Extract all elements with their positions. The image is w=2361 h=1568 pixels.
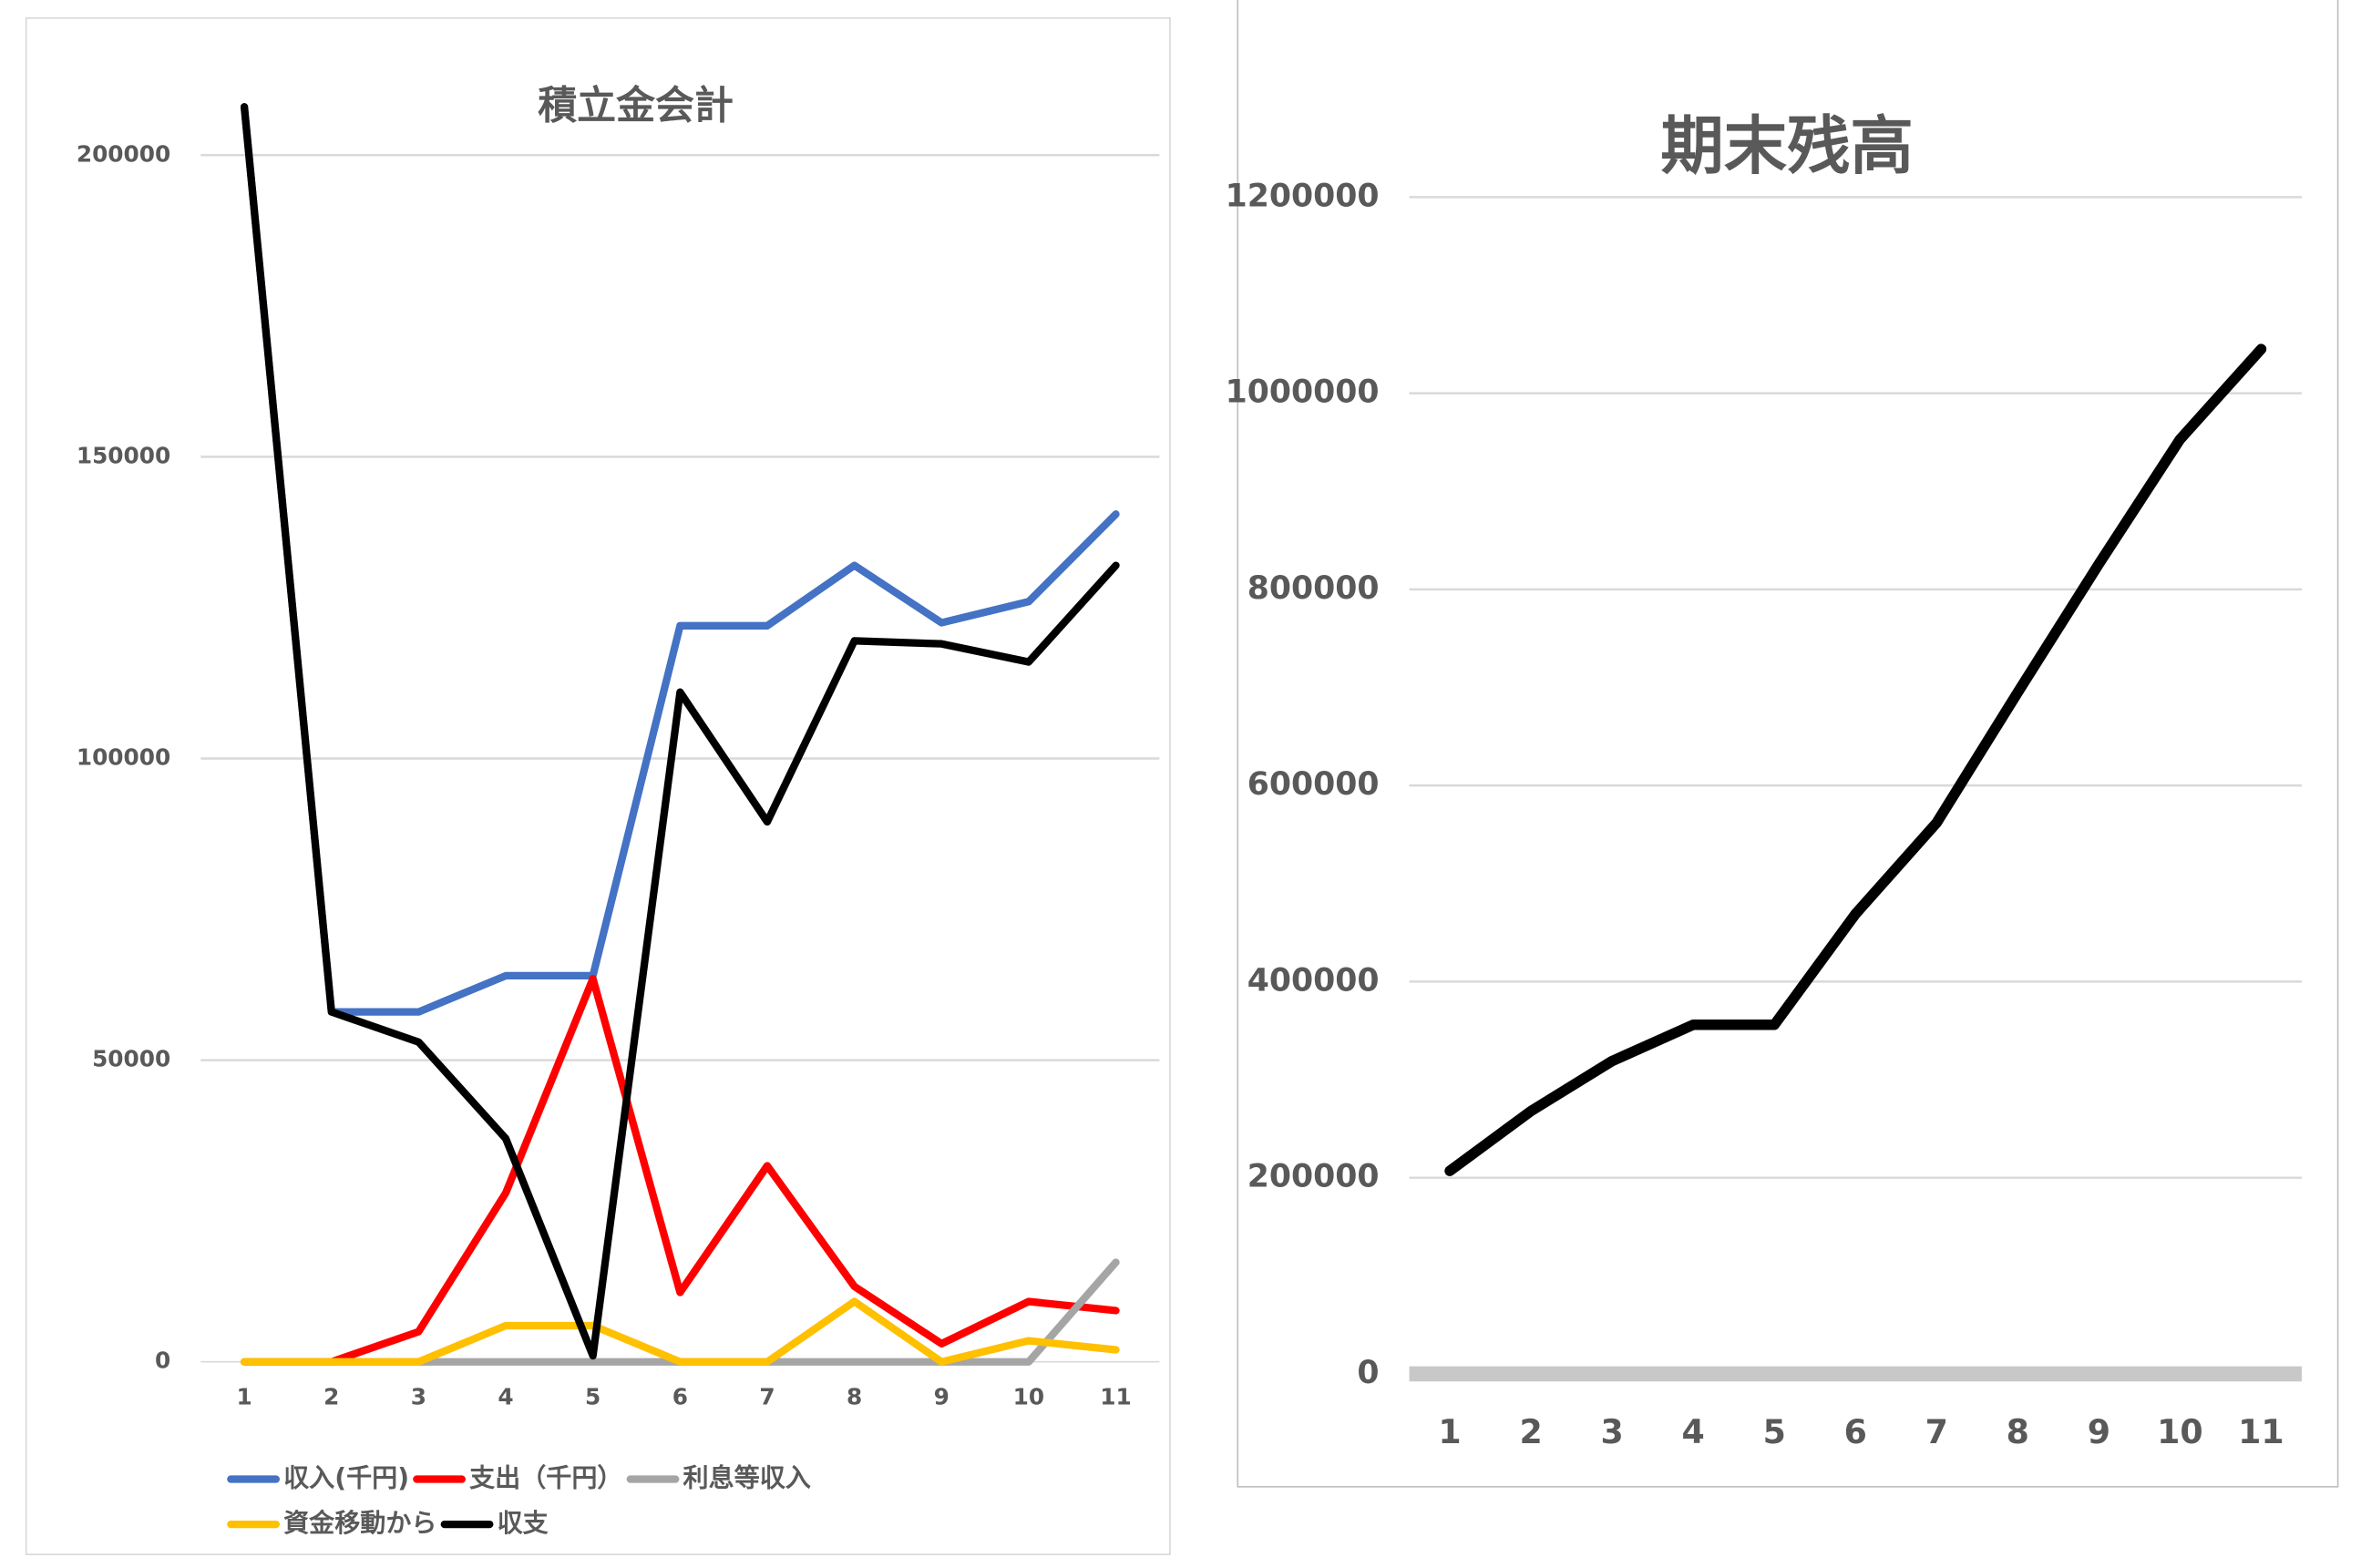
chart-title: 期末残高: [1660, 110, 1913, 183]
x-tick-label: 7: [1925, 1412, 1948, 1451]
x-tick-label: 6: [672, 1383, 688, 1409]
x-tick-label: 1: [1438, 1412, 1461, 1451]
x-tick-label: 10: [2157, 1412, 2203, 1451]
y-tick-label: 1200000: [1226, 178, 1380, 214]
y-tick-label: 600000: [1247, 766, 1380, 803]
panel: [1237, 0, 2339, 1488]
x-tick-label: 11: [1100, 1383, 1131, 1409]
chart-title: 積立金会計: [538, 83, 734, 128]
y-tick-label: 200000: [77, 140, 170, 167]
y-tick-label: 1000000: [1226, 374, 1380, 411]
legend-label: 支出（千円）: [469, 1463, 622, 1493]
x-tick-label: 8: [847, 1383, 862, 1409]
x-tick-label: 9: [934, 1383, 950, 1409]
y-tick-label: 400000: [1247, 962, 1380, 999]
series-line: [240, 103, 1120, 1360]
x-tick-label: 6: [1844, 1412, 1867, 1451]
y-tick-label: 800000: [1247, 570, 1380, 607]
y-tick-label: 100000: [77, 744, 170, 771]
x-tick-label: 5: [585, 1383, 601, 1409]
x-tick-label: 5: [1763, 1412, 1786, 1451]
x-tick-label: 4: [1682, 1412, 1705, 1451]
legend-label: 収支: [498, 1508, 549, 1538]
y-tick-label: 0: [155, 1348, 170, 1374]
x-tick-label: 3: [1601, 1412, 1624, 1451]
y-tick-label: 0: [1357, 1355, 1379, 1391]
series-line: [240, 975, 1120, 1366]
y-tick-label: 50000: [92, 1046, 170, 1072]
x-tick-label: 10: [1013, 1383, 1044, 1409]
x-tick-label: 4: [498, 1383, 513, 1409]
y-tick-label: 200000: [1247, 1159, 1380, 1195]
x-tick-label: 11: [2238, 1412, 2284, 1451]
x-tick-label: 2: [1519, 1412, 1542, 1451]
x-tick-label: 2: [323, 1383, 339, 1409]
legend-label: 収入(千円): [283, 1463, 409, 1493]
x-tick-label: 1: [236, 1383, 251, 1409]
legend-label: 資金移動から: [283, 1508, 436, 1538]
series-line: [240, 1297, 1120, 1366]
x-tick-label: 3: [411, 1383, 426, 1409]
x-tick-label: 8: [2007, 1412, 2029, 1451]
legend-label: 利息等収入: [683, 1463, 811, 1493]
series-line: [1444, 343, 2267, 1176]
x-tick-label: 7: [759, 1383, 775, 1409]
series-line: [240, 103, 1120, 1016]
y-tick-label: 150000: [77, 442, 170, 468]
x-tick-label: 9: [2088, 1412, 2110, 1451]
